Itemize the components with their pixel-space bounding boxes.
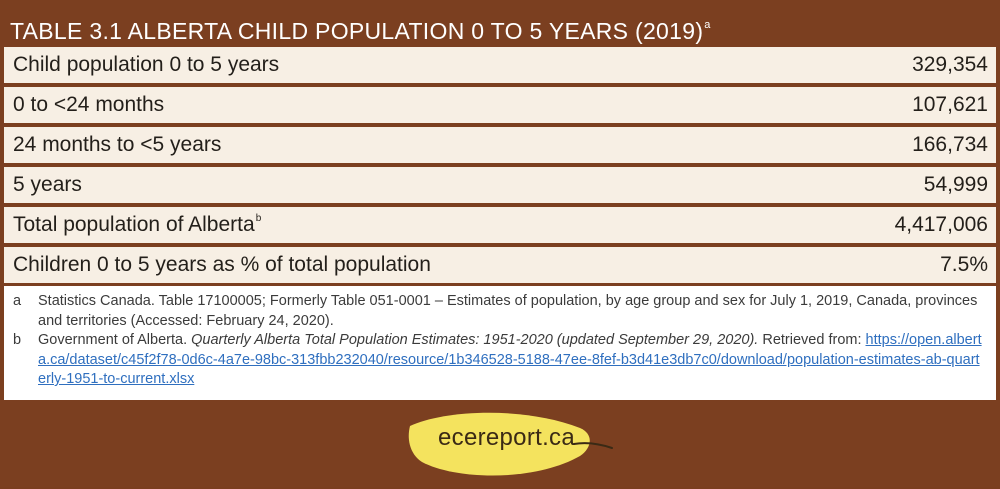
table-row: 5 years 54,999 (4, 167, 996, 203)
table-title: TABLE 3.1 ALBERTA CHILD POPULATION 0 TO … (10, 8, 711, 44)
footnote-b: b Government of Alberta. Quarterly Alber… (13, 331, 986, 390)
row-value: 166,734 (912, 133, 988, 156)
row-label: 24 months to <5 years (13, 133, 222, 156)
table-title-text: TABLE 3.1 ALBERTA CHILD POPULATION 0 TO … (10, 18, 704, 44)
row-label: Child population 0 to 5 years (13, 53, 280, 76)
row-value: 329,354 (912, 53, 988, 76)
footnote-mark-b: b (255, 213, 262, 224)
row-value: 4,417,006 (894, 213, 988, 236)
data-table: Child population 0 to 5 years 329,354 0 … (4, 47, 996, 287)
table-title-footnote-mark: a (704, 19, 711, 31)
row-value: 54,999 (923, 173, 988, 196)
row-label: 0 to <24 months (13, 93, 165, 116)
source-title: Quarterly Alberta Total Population Estim… (191, 332, 759, 348)
row-label: Total population of Albertab (13, 213, 262, 236)
ecereport-logo[interactable]: ecereport.ca (404, 404, 614, 484)
table-row: 0 to <24 months 107,621 (4, 87, 996, 123)
row-label: 5 years (13, 173, 82, 196)
table-row: Child population 0 to 5 years 329,354 (4, 47, 996, 83)
row-value: 107,621 (912, 93, 988, 116)
footnote-text: Statistics Canada. Table 17100005; Forme… (38, 293, 978, 329)
leaf-icon (408, 412, 613, 476)
footnote-a: a Statistics Canada. Table 17100005; For… (13, 292, 986, 331)
footnote-text: Government of Alberta. Quarterly Alberta… (38, 332, 982, 387)
source-link[interactable]: https://open.alberta.ca/dataset/c45f2f78… (38, 332, 982, 387)
table-row: Children 0 to 5 years as % of total popu… (4, 247, 996, 283)
footnotes: a Statistics Canada. Table 17100005; For… (4, 286, 996, 400)
footnote-mark: b (13, 332, 22, 348)
row-value: 7.5% (940, 253, 988, 276)
row-label: Children 0 to 5 years as % of total popu… (13, 253, 431, 276)
logo-text: ecereport.ca (438, 424, 576, 451)
footnote-mark: a (13, 293, 22, 309)
table-row: Total population of Albertab 4,417,006 (4, 207, 996, 243)
table-row: 24 months to <5 years 166,734 (4, 127, 996, 163)
